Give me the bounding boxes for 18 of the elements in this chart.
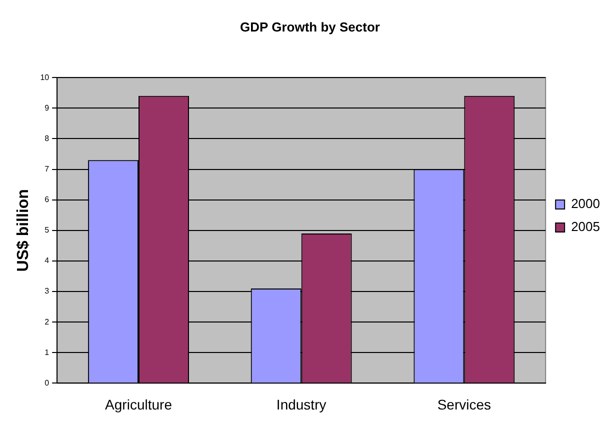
y-tick-label: 4	[44, 256, 50, 266]
y-tick-label: 10	[40, 72, 50, 82]
chart-title: GDP Growth by Sector	[240, 19, 380, 34]
legend-label: 2005	[571, 219, 600, 234]
y-tick-label: 1	[44, 348, 50, 357]
y-tick-label: 8	[44, 134, 50, 143]
legend-label: 2000	[571, 196, 600, 212]
y-tick-label: 5	[44, 226, 50, 235]
y-tick-label: 6	[44, 195, 50, 204]
y-tick-label: 7	[44, 164, 50, 174]
x-tick-label: Agriculture	[105, 396, 172, 412]
y-tick-label: 9	[44, 103, 50, 112]
y-tick-label: 0	[44, 378, 50, 388]
y-axis-title: US$ billion	[15, 189, 32, 272]
y-tick-label: 2	[44, 317, 50, 326]
x-tick-label: Services	[437, 396, 492, 412]
y-tick-label: 3	[44, 286, 50, 296]
x-tick-label: Industry	[276, 396, 326, 412]
